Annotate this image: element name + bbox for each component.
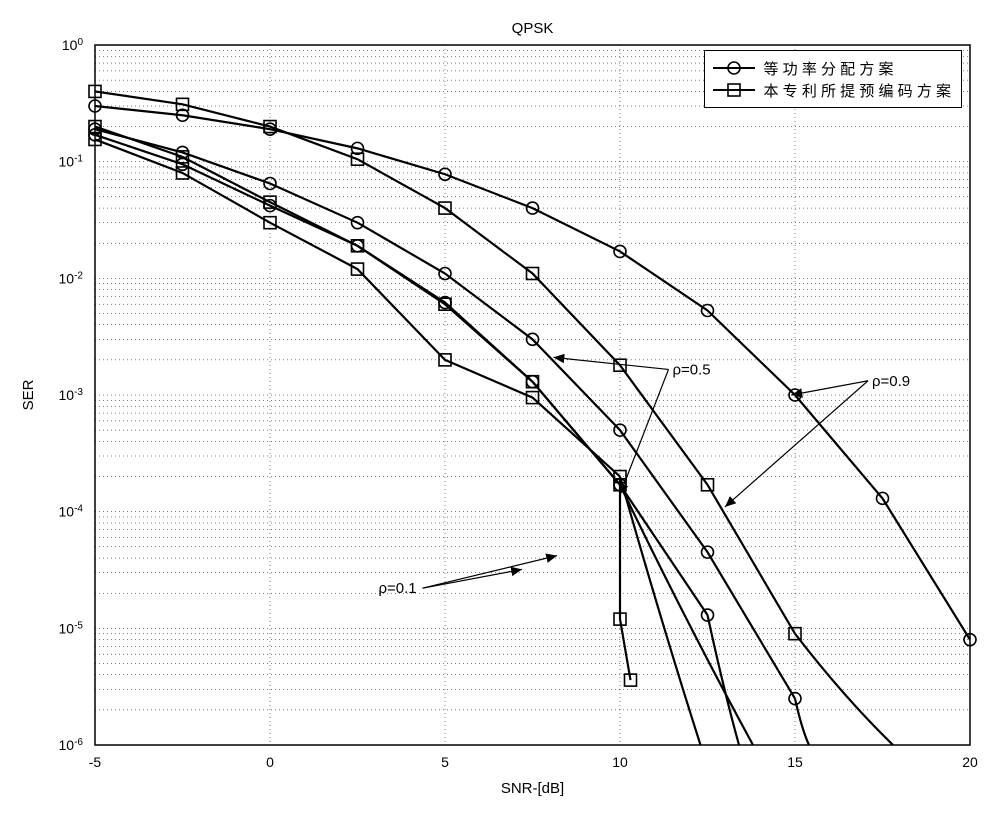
series-tail bbox=[620, 477, 701, 745]
annotation-arrow bbox=[725, 381, 868, 507]
ser-vs-snr-chart: 10-6 10-5 10-4 10-3 10-2 10-1 100 -5 0 5 10 15 20 SNR… bbox=[0, 0, 1000, 817]
y-axis-label: SER bbox=[20, 379, 37, 410]
svg-text:10-3: 10-3 bbox=[59, 387, 84, 404]
annotation-label: ρ=0.9 bbox=[872, 373, 910, 390]
legend-item: 等 功 率 分 配 方 案 bbox=[711, 57, 951, 79]
annotation-label: ρ=0.1 bbox=[379, 580, 417, 597]
legend: 等 功 率 分 配 方 案本 专 利 所 提 预 编 码 方 案 bbox=[704, 50, 962, 108]
svg-text:10-5: 10-5 bbox=[59, 620, 84, 637]
annotation-arrow bbox=[620, 369, 669, 494]
annotation-arrow bbox=[423, 556, 558, 589]
annotation-label: ρ=0.5 bbox=[673, 361, 711, 378]
svg-text:10-2: 10-2 bbox=[59, 270, 84, 287]
chart-title: QPSK bbox=[512, 20, 554, 37]
ytick-label: 10-4 bbox=[59, 503, 84, 520]
ytick-label: 10-3 bbox=[59, 387, 84, 404]
plot-border bbox=[95, 45, 970, 745]
ytick-label: 10-5 bbox=[59, 620, 84, 637]
series-proposed_rho0.1 bbox=[89, 133, 626, 482]
legend-item: 本 专 利 所 提 预 编 码 方 案 bbox=[711, 79, 951, 101]
xtick-label: 10 bbox=[612, 754, 628, 770]
xtick-label: 5 bbox=[441, 754, 449, 770]
annotation-arrow bbox=[792, 381, 869, 395]
ytick-label: 100 bbox=[62, 37, 84, 54]
chart-container: 10-6 10-5 10-4 10-3 10-2 10-1 100 -5 0 5 10 15 20 SNR… bbox=[0, 0, 1000, 817]
x-axis-label: SNR-[dB] bbox=[501, 780, 564, 797]
ytick-label: 10-6 bbox=[59, 737, 84, 754]
svg-text:100: 100 bbox=[62, 37, 84, 54]
xtick-label: 15 bbox=[787, 754, 803, 770]
svg-text:10-1: 10-1 bbox=[59, 153, 84, 170]
annotation-arrow bbox=[423, 569, 523, 588]
xtick-label: 20 bbox=[962, 754, 978, 770]
legend-label: 本 专 利 所 提 预 编 码 方 案 bbox=[763, 80, 951, 101]
xtick-label: 0 bbox=[266, 754, 274, 770]
svg-text:10-4: 10-4 bbox=[59, 503, 84, 520]
series-tail bbox=[795, 699, 809, 745]
series-tail bbox=[708, 615, 740, 745]
xtick-label: -5 bbox=[89, 754, 102, 770]
ytick-label: 10-1 bbox=[59, 153, 84, 170]
svg-text:10-6: 10-6 bbox=[59, 737, 84, 754]
annotation-arrow bbox=[554, 357, 669, 369]
ytick-label: 10-2 bbox=[59, 270, 84, 287]
legend-label: 等 功 率 分 配 方 案 bbox=[763, 58, 893, 79]
series-proposed_rho0.5 bbox=[89, 121, 626, 491]
